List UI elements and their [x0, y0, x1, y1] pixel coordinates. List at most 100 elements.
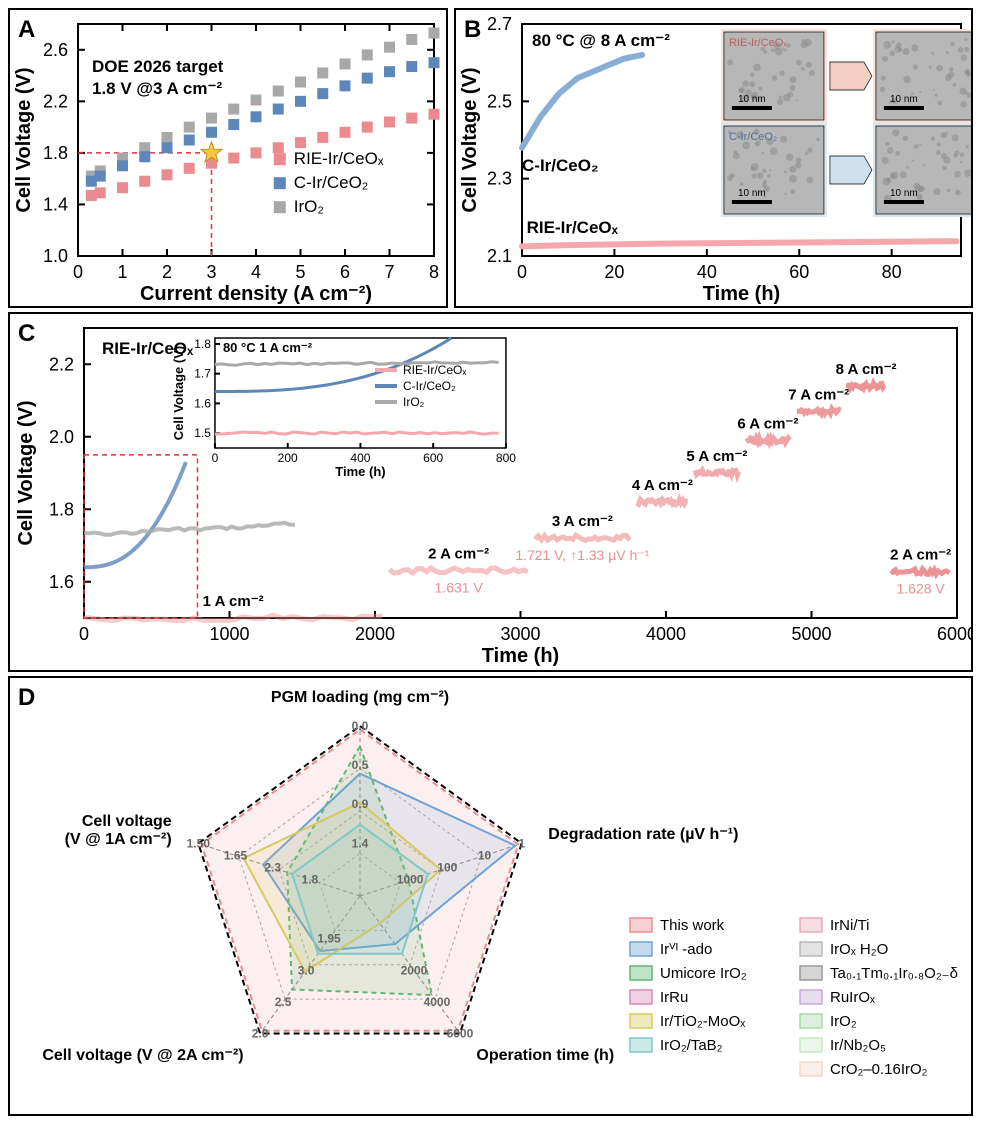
- svg-text:400: 400: [350, 451, 370, 465]
- svg-text:6000: 6000: [447, 1027, 474, 1041]
- panel-c-chart: 01000200030004000500060001.61.82.02.2Tim…: [10, 314, 971, 670]
- svg-text:0.5: 0.5: [352, 758, 369, 772]
- svg-text:6000: 6000: [937, 624, 971, 644]
- svg-text:IrO₂/TaB₂: IrO₂/TaB₂: [660, 1037, 723, 1054]
- svg-text:2: 2: [162, 262, 172, 282]
- svg-text:Cell Voltage (V): Cell Voltage (V): [13, 67, 35, 212]
- svg-text:1.4: 1.4: [352, 836, 369, 850]
- svg-text:0: 0: [73, 262, 83, 282]
- svg-text:IrRu: IrRu: [660, 989, 688, 1006]
- svg-text:1.0: 1.0: [43, 246, 68, 266]
- svg-text:3 A cm⁻²: 3 A cm⁻²: [552, 513, 613, 530]
- svg-text:1.65: 1.65: [224, 849, 248, 863]
- svg-text:Irⱽᴵ -ado: Irⱽᴵ -ado: [660, 941, 712, 958]
- svg-text:RIE-Ir/CeOₓ: RIE-Ir/CeOₓ: [403, 363, 466, 377]
- svg-text:2000: 2000: [355, 624, 395, 644]
- svg-text:This work: This work: [660, 917, 725, 934]
- row-ab: A 0123456781.01.41.82.22.6Current densit…: [8, 8, 973, 308]
- svg-text:Degradation rate (µV h⁻¹): Degradation rate (µV h⁻¹): [548, 826, 738, 843]
- svg-text:Cell voltage (V @ 2A cm⁻²): Cell voltage (V @ 2A cm⁻²): [42, 1047, 243, 1064]
- svg-text:2.6: 2.6: [43, 40, 68, 60]
- svg-text:0: 0: [212, 451, 219, 465]
- panel-d-label: D: [18, 684, 35, 712]
- svg-text:Current density (A cm⁻²): Current density (A cm⁻²): [140, 283, 372, 305]
- svg-text:4000: 4000: [646, 624, 686, 644]
- svg-text:3.0: 3.0: [298, 963, 315, 977]
- panel-c: C 01000200030004000500060001.61.82.02.2T…: [8, 312, 973, 672]
- svg-text:1: 1: [518, 836, 525, 850]
- svg-text:10: 10: [478, 849, 492, 863]
- svg-text:8 A cm⁻²: 8 A cm⁻²: [836, 361, 897, 378]
- svg-text:10 nm: 10 nm: [890, 188, 918, 199]
- svg-text:1: 1: [117, 262, 127, 282]
- panel-d-chart: PGM loading (mg cm⁻²)Degradation rate (µ…: [10, 678, 971, 1114]
- svg-text:2.0: 2.0: [49, 427, 74, 447]
- svg-text:1000: 1000: [209, 624, 249, 644]
- svg-text:1.8: 1.8: [194, 337, 211, 351]
- svg-text:60: 60: [789, 262, 809, 282]
- svg-text:1 A cm⁻²: 1 A cm⁻²: [203, 593, 264, 610]
- svg-text:IrNi/Ti: IrNi/Ti: [830, 917, 869, 934]
- svg-text:3: 3: [206, 262, 216, 282]
- svg-text:Cell voltage: Cell voltage: [82, 813, 172, 830]
- svg-text:2.2: 2.2: [49, 354, 74, 374]
- svg-text:C-Ir/CeO₂: C-Ir/CeO₂: [522, 156, 599, 175]
- figure-container: A 0123456781.01.41.82.22.6Current densit…: [8, 8, 973, 1116]
- svg-text:RIE-Ir/CeOₓ: RIE-Ir/CeOₓ: [729, 37, 787, 49]
- svg-text:0: 0: [517, 262, 527, 282]
- svg-text:Time (h): Time (h): [703, 283, 780, 305]
- panel-b: B 0204060802.12.32.52.7Time (h)Cell Volt…: [454, 8, 973, 308]
- svg-text:2.3: 2.3: [487, 169, 512, 189]
- svg-text:RuIrOₓ: RuIrOₓ: [830, 989, 875, 1006]
- svg-text:4 A cm⁻²: 4 A cm⁻²: [632, 477, 693, 494]
- panel-b-label: B: [464, 16, 481, 44]
- svg-text:2.5: 2.5: [487, 91, 512, 111]
- svg-text:1.6: 1.6: [49, 572, 74, 592]
- svg-text:4: 4: [251, 262, 261, 282]
- svg-text:1.8 V @3 A cm⁻²: 1.8 V @3 A cm⁻²: [92, 79, 222, 98]
- svg-text:6: 6: [340, 262, 350, 282]
- svg-text:100: 100: [437, 861, 457, 875]
- svg-text:Time (h): Time (h): [335, 464, 385, 479]
- panel-d: D PGM loading (mg cm⁻²)Degradation rate …: [8, 676, 973, 1116]
- svg-text:5 A cm⁻²: 5 A cm⁻²: [686, 448, 747, 465]
- svg-text:C-Ir/CeO₂: C-Ir/CeO₂: [729, 131, 777, 143]
- svg-text:Cell Voltage (V): Cell Voltage (V): [171, 346, 186, 440]
- svg-text:80 °C 1 A cm⁻²: 80 °C 1 A cm⁻²: [223, 340, 313, 355]
- svg-text:Umicore IrO₂: Umicore IrO₂: [660, 965, 747, 982]
- svg-text:RIE-Ir/CeOₓ: RIE-Ir/CeOₓ: [527, 218, 619, 237]
- svg-text:80 °C @ 8 A cm⁻²: 80 °C @ 8 A cm⁻²: [532, 31, 670, 50]
- svg-text:1.631 V: 1.631 V: [435, 580, 484, 596]
- svg-text:2.2: 2.2: [43, 91, 68, 111]
- svg-text:10 nm: 10 nm: [738, 94, 766, 105]
- svg-text:10 nm: 10 nm: [890, 94, 918, 105]
- svg-text:3000: 3000: [500, 624, 540, 644]
- svg-text:Ir/TiO₂-MoOₓ: Ir/TiO₂-MoOₓ: [660, 1013, 745, 1030]
- panel-a: A 0123456781.01.41.82.22.6Current densit…: [8, 8, 448, 308]
- svg-text:7 A cm⁻²: 7 A cm⁻²: [788, 386, 849, 403]
- svg-text:8: 8: [429, 262, 439, 282]
- panel-c-label: C: [18, 320, 35, 348]
- svg-text:7: 7: [384, 262, 394, 282]
- svg-text:Ta₀.₁Tm₀.₁Ir₀.₈O₂₋δ: Ta₀.₁Tm₀.₁Ir₀.₈O₂₋δ: [830, 965, 958, 982]
- svg-text:10 nm: 10 nm: [738, 188, 766, 199]
- svg-text:5000: 5000: [791, 624, 831, 644]
- svg-text:1000: 1000: [397, 873, 424, 887]
- svg-text:1.5: 1.5: [194, 426, 211, 440]
- svg-text:1.4: 1.4: [43, 194, 68, 214]
- svg-text:0: 0: [79, 624, 89, 644]
- svg-text:800: 800: [496, 451, 516, 465]
- panel-b-chart: 0204060802.12.32.52.7Time (h)Cell Voltag…: [456, 10, 971, 306]
- panel-a-label: A: [18, 16, 35, 44]
- svg-text:1.50: 1.50: [187, 836, 211, 850]
- svg-text:IrO₂: IrO₂: [294, 197, 324, 216]
- svg-text:RIE-Ir/CeOₓ: RIE-Ir/CeOₓ: [294, 149, 384, 168]
- svg-text:1.8: 1.8: [302, 873, 319, 887]
- svg-text:Time (h): Time (h): [482, 645, 559, 667]
- svg-text:DOE 2026 target: DOE 2026 target: [92, 57, 224, 76]
- svg-text:200: 200: [278, 451, 298, 465]
- panel-a-chart: 0123456781.01.41.82.22.6Current density …: [10, 10, 446, 306]
- svg-text:CrO₂–0.16IrO₂: CrO₂–0.16IrO₂: [830, 1061, 928, 1078]
- svg-text:Ir/Nb₂O₅: Ir/Nb₂O₅: [830, 1037, 886, 1054]
- svg-text:1.7: 1.7: [194, 367, 211, 381]
